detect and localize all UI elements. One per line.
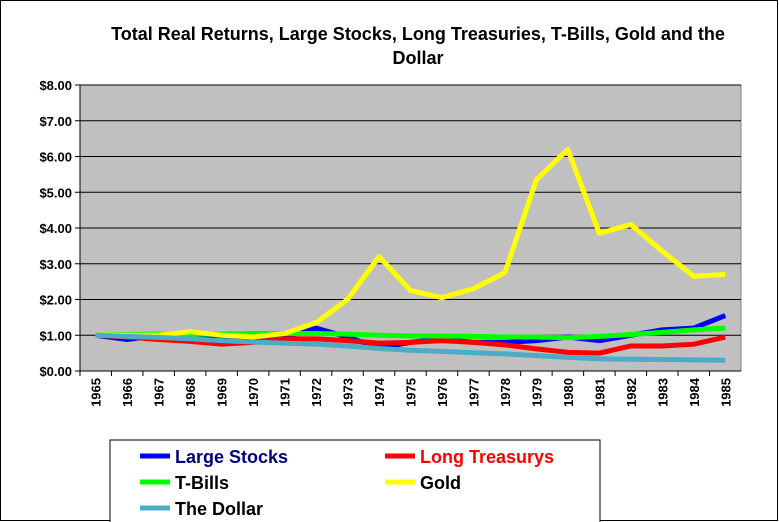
chart-title: Total Real Returns, Large Stocks, Long T… bbox=[111, 24, 725, 68]
x-tick-label: 1985 bbox=[718, 378, 733, 407]
legend-label: T-Bills bbox=[175, 473, 229, 493]
y-tick-label: $3.00 bbox=[39, 257, 72, 272]
y-tick-label: $1.00 bbox=[39, 328, 72, 343]
x-tick-label: 1982 bbox=[624, 378, 639, 407]
x-tick-label: 1981 bbox=[592, 378, 607, 407]
legend-label: Long Treasurys bbox=[420, 447, 554, 467]
y-tick-label: $2.00 bbox=[39, 293, 72, 308]
x-tick-label: 1980 bbox=[561, 378, 576, 407]
x-tick-label: 1977 bbox=[466, 378, 481, 407]
series-line bbox=[95, 146, 726, 340]
x-tick-label: 1969 bbox=[215, 378, 230, 407]
x-tick-label: 1974 bbox=[372, 377, 387, 407]
x-tick-label: 1975 bbox=[404, 378, 419, 407]
legend-label: Large Stocks bbox=[175, 447, 288, 467]
x-tick-label: 1971 bbox=[278, 378, 293, 407]
x-tick-label: 1976 bbox=[435, 378, 450, 407]
y-tick-label: $6.00 bbox=[39, 150, 72, 165]
x-tick-label: 1968 bbox=[183, 378, 198, 407]
x-tick-label: 1966 bbox=[120, 378, 135, 407]
x-tick-label: 1983 bbox=[655, 378, 670, 407]
y-tick-label: $0.00 bbox=[39, 364, 72, 379]
y-tick-label: $8.00 bbox=[39, 78, 72, 93]
x-tick-label: 1984 bbox=[687, 377, 702, 407]
x-tick-label: 1973 bbox=[341, 378, 356, 407]
x-tick-label: 1972 bbox=[309, 378, 324, 407]
x-tick-label: 1970 bbox=[246, 378, 261, 407]
legend-label: Gold bbox=[420, 473, 461, 493]
x-tick-label: 1965 bbox=[89, 378, 104, 407]
x-tick-label: 1978 bbox=[498, 378, 513, 407]
legend-label: The Dollar bbox=[175, 499, 263, 519]
y-tick-label: $4.00 bbox=[39, 221, 72, 236]
y-tick-label: $7.00 bbox=[39, 114, 72, 129]
x-tick-label: 1979 bbox=[529, 378, 544, 407]
series-line bbox=[95, 332, 726, 363]
y-tick-label: $5.00 bbox=[39, 185, 72, 200]
legend-box bbox=[109, 439, 601, 522]
x-tick-label: 1967 bbox=[152, 378, 167, 407]
series-line bbox=[95, 332, 726, 356]
